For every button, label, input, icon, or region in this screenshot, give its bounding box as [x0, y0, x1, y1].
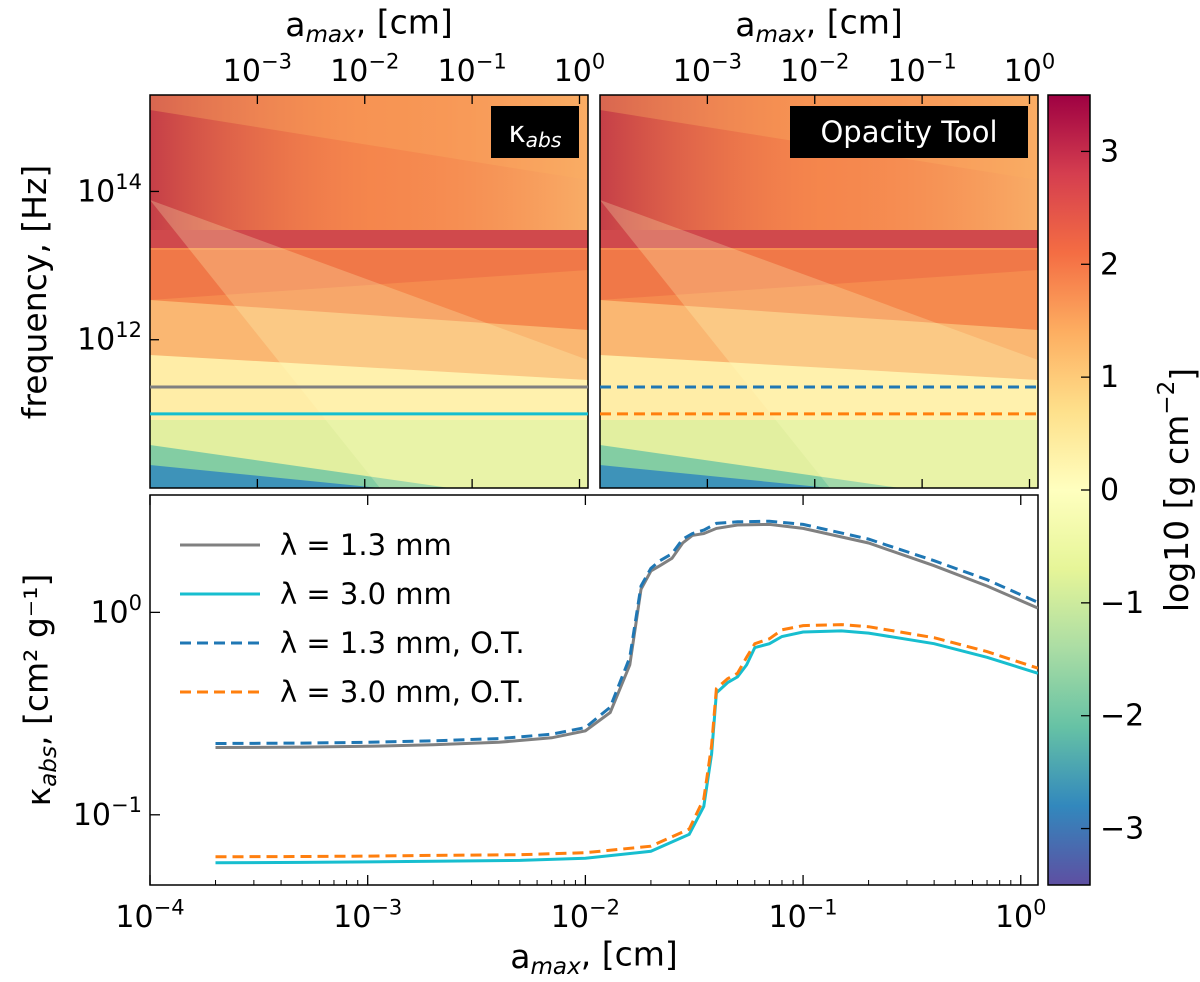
top-tick-label: 100​	[1004, 49, 1056, 89]
colorbar-tick-label: −2	[1100, 699, 1144, 734]
legend-label: λ = 1.3 mm, O.T.	[280, 626, 525, 660]
heatmap-kabs-top-axis-label: amax​, [cm]	[285, 3, 453, 48]
top-tick-label: 10−2​	[780, 49, 849, 89]
x-tick-label: 10−1​	[768, 895, 837, 935]
colorbar-label: log10 [g cm−2​]	[1154, 368, 1200, 612]
colorbar-tick-label: 0	[1100, 473, 1119, 508]
heatmap-opacity-tool-top-axis-label: amax​, [cm]	[735, 3, 903, 48]
colorbar-tick-label: −1	[1100, 586, 1144, 621]
kabs-line-ylabel: κabs​, [cm² g⁻¹]	[17, 574, 62, 807]
top-tick-label: 10−3​	[673, 49, 742, 89]
top-tick-label: 10−3​	[223, 49, 292, 89]
x-tick-label: 10−3​	[333, 895, 402, 935]
y-tick-label: 100​	[90, 591, 142, 631]
legend-label: λ = 3.0 mm, O.T.	[280, 675, 525, 709]
kabs-badge: κabs​	[491, 106, 579, 158]
y-tick-label: 1012​	[77, 318, 142, 358]
opacity-tool-badge-label: Opacity Tool	[820, 115, 997, 149]
x-tick-label: 100​	[995, 895, 1047, 935]
top-tick-label: 10−1​	[438, 49, 507, 89]
top-tick-label: 10−2​	[330, 49, 399, 89]
x-tick-label: 10−4​	[115, 895, 184, 935]
colorbar-tick-label: 2	[1100, 247, 1119, 282]
heatmap-kabs-ylabel: frequency, [Hz]	[15, 165, 54, 419]
top-tick-label: 10−1​	[888, 49, 957, 89]
y-tick-label: 10−1​	[73, 793, 142, 833]
colorbar-tick-label: 1	[1100, 360, 1119, 395]
kabs-line-panel: 10−4​ 10−3​ 10−2​ 10−1​ 100​ 100​ 10−1​ λ = 1.…	[17, 495, 1047, 980]
y-tick-label: 1014​	[77, 170, 142, 210]
colorbar-tick-label: 3	[1100, 134, 1119, 169]
x-tick-label: 10−2​	[551, 895, 620, 935]
legend-label: λ = 1.3 mm	[280, 528, 452, 562]
colorbar-tick-label: −3	[1100, 812, 1144, 847]
figure: 10−3​10−2​10−1​100​1014​1012​ κabs​ 10−3…	[0, 0, 1200, 982]
legend-label: λ = 3.0 mm	[280, 577, 452, 611]
heatmap-opacity-tool-panel: 10−3​ 10−2​ 10−1​ 100​ Opacity Tool	[600, 49, 1055, 488]
colorbar: 3 2 1 0 −1 −2 −3 log10 [g cm−2​]	[1048, 95, 1200, 885]
kabs-line-xlabel: amax​, [cm]	[510, 935, 678, 980]
heatmap-kabs-panel: 10−3​ 10−2​ 10−1​ 100​ 1014​ 1012​ κabs​	[77, 49, 605, 488]
opacity-tool-badge: Opacity Tool	[790, 106, 1028, 158]
top-tick-label: 100​	[554, 49, 606, 89]
